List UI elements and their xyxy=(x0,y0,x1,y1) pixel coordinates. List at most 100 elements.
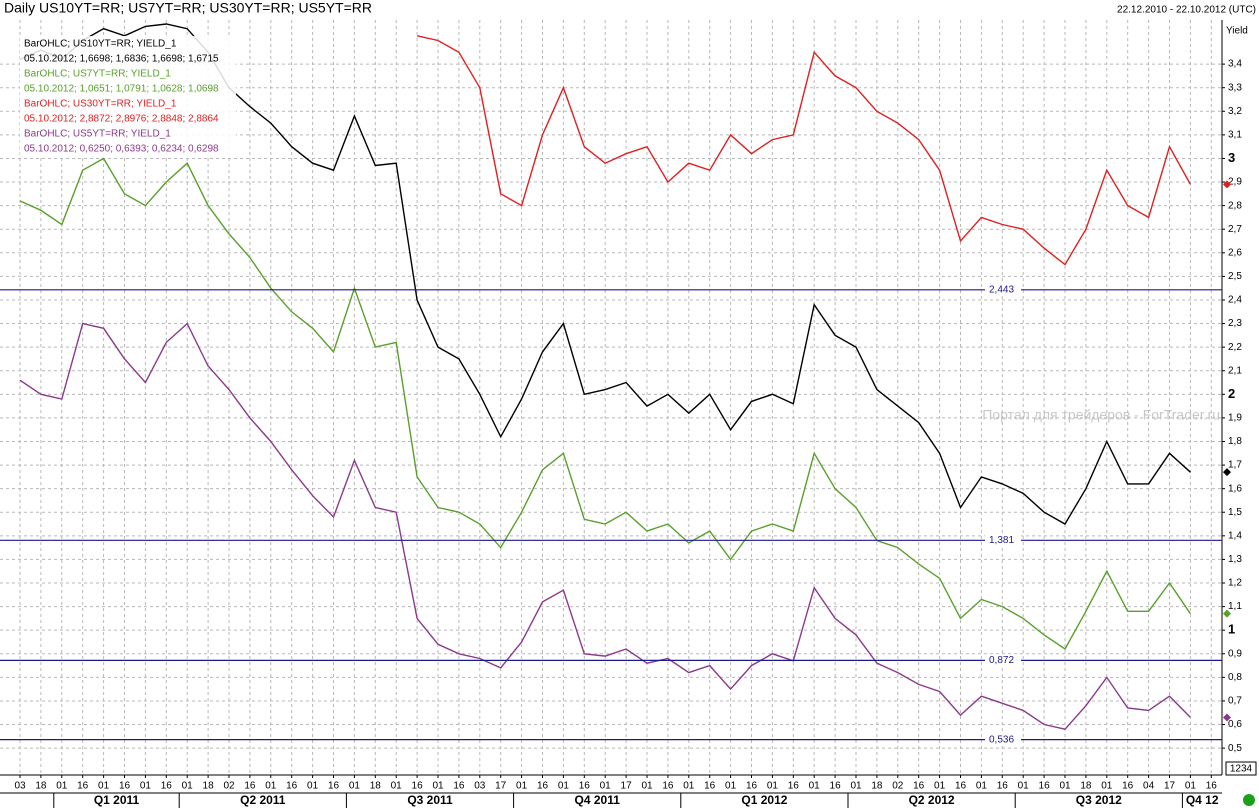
x-tick-label: 01 xyxy=(850,781,862,792)
y-tick-label: 1,5 xyxy=(1228,507,1242,518)
quarter-label: Q1 2012 xyxy=(741,793,787,807)
series-line xyxy=(19,322,1191,730)
y-tick-label: 0,7 xyxy=(1228,696,1242,707)
x-tick-label: 01 xyxy=(1059,781,1071,792)
y-tick-label: 1,3 xyxy=(1228,554,1242,565)
level-label: 0,536 xyxy=(989,734,1014,745)
chart-title: Daily US10YT=RR; US7YT=RR; US30YT=RR; US… xyxy=(4,0,372,16)
quarter-label: Q4 2011 xyxy=(575,793,621,807)
x-tick-label: 18 xyxy=(35,781,47,792)
x-tick-label: 01 xyxy=(1018,781,1030,792)
x-tick-label: 16 xyxy=(119,781,131,792)
x-tick-label: 01 xyxy=(349,781,361,792)
x-tick-label: 16 xyxy=(244,781,256,792)
legend-info: 05.10.2012; 1,6698; 1,6836; 1,6698; 1,67… xyxy=(24,54,219,65)
last-value-marker xyxy=(1223,713,1231,722)
x-tick-label: 01 xyxy=(934,781,946,792)
x-tick-label: 01 xyxy=(391,781,403,792)
corner-box xyxy=(1225,761,1257,776)
x-tick-label: 01 xyxy=(56,781,68,792)
y-tick-label: 2,2 xyxy=(1228,342,1242,353)
y-tick-label: 3 xyxy=(1228,150,1235,165)
x-tick-label: 18 xyxy=(1080,781,1092,792)
x-tick-label: 03 xyxy=(474,781,486,792)
x-tick-label: 16 xyxy=(955,781,967,792)
x-tick-label: 04 xyxy=(1143,781,1155,792)
y-tick-label: 0,8 xyxy=(1228,672,1242,683)
x-tick-label: 16 xyxy=(830,781,842,792)
legend-name: BarOHLC; US5YT=RR; YIELD_1 xyxy=(24,129,171,140)
date-range: 22.12.2010 - 22.10.2012 (UTC) xyxy=(1117,5,1256,16)
y-tick-label: 1,2 xyxy=(1228,578,1242,589)
x-tick-label: 01 xyxy=(1101,781,1113,792)
y-tick-label: 2,6 xyxy=(1228,247,1242,258)
quarter-label: Q3 2011 xyxy=(407,793,453,807)
y-tick-label: 0,9 xyxy=(1228,648,1242,659)
x-tick-label: 16 xyxy=(453,781,465,792)
level-label: 2,443 xyxy=(989,284,1014,295)
y-tick-label: 2,5 xyxy=(1228,271,1242,282)
y-tick-label: 1,4 xyxy=(1228,530,1242,541)
x-tick-label: 01 xyxy=(98,781,110,792)
y-tick-label: 1,6 xyxy=(1228,483,1242,494)
x-tick-label: 18 xyxy=(871,781,883,792)
x-tick-label: 01 xyxy=(182,781,194,792)
level-label-bg xyxy=(985,733,1021,746)
x-tick-label: 16 xyxy=(286,781,298,792)
x-tick-label: 16 xyxy=(788,781,800,792)
x-tick-label: 02 xyxy=(892,781,904,792)
y-tick-label: 0,5 xyxy=(1228,743,1242,754)
y-tick-label: 3,1 xyxy=(1228,130,1242,141)
level-label: 1,381 xyxy=(989,535,1014,546)
level-label-bg xyxy=(985,283,1021,296)
y-tick-label: 1,8 xyxy=(1228,436,1242,447)
x-tick-label: 01 xyxy=(265,781,277,792)
legend-name: BarOHLC; US10YT=RR; YIELD_1 xyxy=(24,39,177,50)
level-label-bg xyxy=(985,534,1021,547)
last-value-marker xyxy=(1223,468,1231,477)
y-tick-label: 2,8 xyxy=(1228,200,1242,211)
y-tick-label: 3,4 xyxy=(1228,59,1242,70)
y-tick-label: 2,3 xyxy=(1228,318,1242,329)
legend-name: BarOHLC; US7YT=RR; YIELD_1 xyxy=(24,69,171,80)
x-tick-label: 16 xyxy=(704,781,716,792)
x-tick-label: 16 xyxy=(1206,781,1218,792)
x-tick-label: 01 xyxy=(725,781,737,792)
x-tick-label: 16 xyxy=(579,781,591,792)
x-tick-label: 17 xyxy=(495,781,507,792)
y-tick-label: 2,9 xyxy=(1228,177,1242,188)
x-tick-label: 16 xyxy=(1122,781,1134,792)
series-line xyxy=(19,157,1191,651)
x-tick-label: 01 xyxy=(641,781,653,792)
last-value-marker xyxy=(1223,180,1231,189)
x-tick-label: 16 xyxy=(913,781,925,792)
corner-box-text: 1234 xyxy=(1230,764,1253,775)
quarter-label: Q2 2012 xyxy=(909,793,955,807)
x-tick-label: 18 xyxy=(203,781,215,792)
legend-info: 05.10.2012; 1,0651; 1,0791; 1,0628; 1,06… xyxy=(24,84,219,95)
quarter-label: Q3 2012 xyxy=(1076,793,1122,807)
y-tick-label: 3,3 xyxy=(1228,82,1242,93)
x-tick-label: 01 xyxy=(307,781,319,792)
status-dot xyxy=(1243,794,1255,806)
y-tick-label: 2,1 xyxy=(1228,365,1242,376)
y-tick-label: 1,9 xyxy=(1228,413,1242,424)
x-tick-label: 02 xyxy=(223,781,235,792)
x-tick-label: 01 xyxy=(809,781,821,792)
legend-info: 05.10.2012; 2,8872; 2,8976; 2,8848; 2,88… xyxy=(24,114,219,125)
y-tick-label: 1,7 xyxy=(1228,460,1242,471)
x-tick-label: 16 xyxy=(662,781,674,792)
x-tick-label: 01 xyxy=(432,781,444,792)
y-tick-label: 2,7 xyxy=(1228,224,1242,235)
level-label: 0,872 xyxy=(989,655,1014,666)
x-tick-label: 01 xyxy=(683,781,695,792)
y-tick-label: 2,4 xyxy=(1228,295,1242,306)
y-tick-label: 0,6 xyxy=(1228,719,1242,730)
x-tick-label: 16 xyxy=(412,781,424,792)
x-tick-label: 16 xyxy=(161,781,173,792)
x-tick-label: 16 xyxy=(537,781,549,792)
x-tick-label: 16 xyxy=(1039,781,1051,792)
quarter-label: Q4 12 xyxy=(1186,793,1219,807)
legend-name: BarOHLC; US30YT=RR; YIELD_1 xyxy=(24,99,177,110)
x-tick-label: 16 xyxy=(77,781,89,792)
